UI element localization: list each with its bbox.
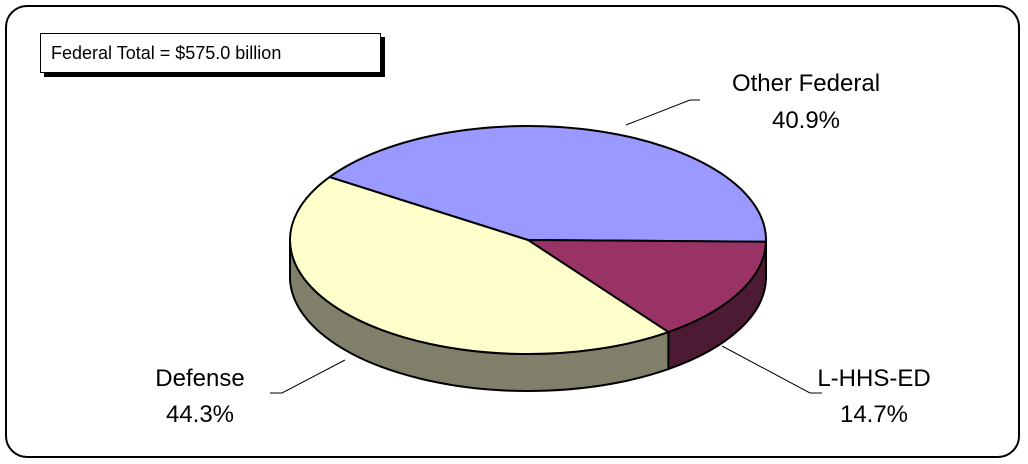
pie-slice-other-federal — [328, 125, 767, 243]
federal-total-text: Federal Total = $575.0 billion — [51, 42, 282, 63]
leader-line — [270, 359, 346, 394]
leader-line — [721, 345, 822, 394]
slice-value-label: 44.3% — [166, 401, 234, 428]
slice-label: Other Federal — [732, 70, 880, 97]
leader-line — [625, 99, 700, 126]
slice-label: L-HHS-ED — [817, 365, 930, 392]
slice-value-label: 40.9% — [772, 107, 840, 134]
slice-value-label: 14.7% — [840, 401, 908, 428]
pie-slice-defense — [289, 176, 670, 355]
pie-slice-l-hhs-ed — [527, 239, 767, 334]
slice-label: Defense — [155, 365, 244, 392]
federal-total-box: Federal Total = $575.0 billion — [40, 33, 381, 73]
